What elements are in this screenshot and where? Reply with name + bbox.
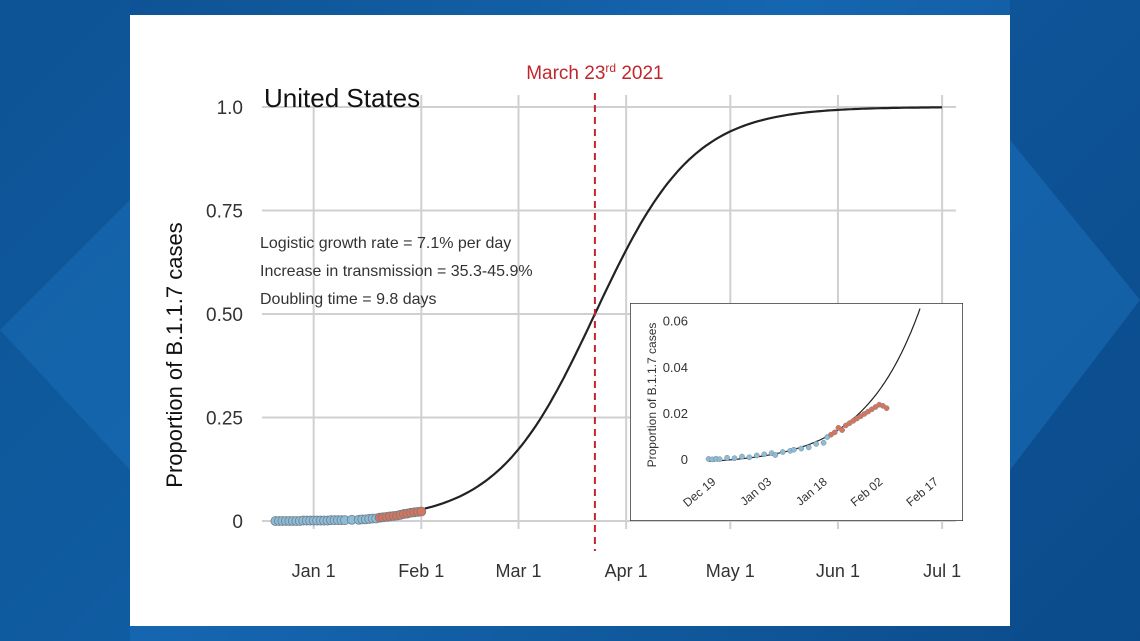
y-tick-0-75: 0.75 [206,202,243,223]
y-axis-ticks: 0 0.25 0.50 0.75 1.0 [206,98,243,533]
x-tick-mar-1: Mar 1 [496,561,542,581]
x-tick-jan-1: Jan 1 [292,561,336,581]
y-tick-0-25: 0.25 [206,409,243,430]
chart-card: March 23rd 2021 Jan 1 Feb 1 Mar 1 Apr 1 May … [130,15,1010,626]
annotation-growth-rate: Logistic growth rate = 7.1% per day [260,235,511,252]
inset-data-point-0-15 [798,445,805,452]
annotation-transmission: Increase in transmission = 35.3-45.9% [260,263,533,280]
x-tick-apr-1: Apr 1 [605,561,648,581]
y-tick-0: 0 [232,512,243,533]
inset-data-point-1-3 [839,427,845,433]
inset-data-point-0-9 [761,451,768,458]
x-tick-jun-1: Jun 1 [816,561,860,581]
logistic-curve-path [424,106,943,510]
x-tick-may-1: May 1 [706,561,755,581]
inset-y-tick-0-06: 0.06 [663,314,688,329]
data-points [270,506,427,526]
inset-data-points [705,401,890,463]
inset-y-tick-0: 0 [681,452,688,467]
x-tick-jul-1: Jul 1 [923,561,961,581]
inset-data-point-0-12 [779,449,786,455]
inset-data-point-0-17 [813,441,819,447]
inset-data-point-0-4 [724,454,730,461]
inset-data-point-0-7 [746,454,753,461]
inset-y-axis-ticks: 0 0.02 0.04 0.06 [663,314,688,467]
inset-data-point-0-16 [805,444,812,451]
annotation-doubling-time: Doubling time = 9.8 days [260,291,437,308]
logistic-curve [424,106,943,510]
inset-data-point-0-14 [791,446,797,453]
inset-data-point-0-18 [820,439,827,446]
data-point-1-12 [416,506,427,517]
inset-y-axis-label: Proportion of B.1.1.7 cases [645,323,659,468]
y-tick-0-50: 0.50 [206,305,243,326]
inset-data-point-0-3 [716,456,723,463]
x-axis-ticks: Jan 1 Feb 1 Mar 1 Apr 1 May 1 Jun 1 Jul 1 [292,561,961,581]
inset-chart: Dec 19 Jan 03 Jan 18 Feb 02 Feb 17 00.020.04… [630,303,963,521]
inset-data-point-0-6 [739,453,745,460]
x-tick-feb-1: Feb 1 [398,561,444,581]
inset-data-point-0-11 [772,452,779,458]
inset-data-point-0-8 [753,452,760,459]
inset-data-point-1-15 [883,405,890,412]
march-23-marker: March 23rd 2021 [526,61,664,551]
inset-data-point-0-5 [731,455,738,462]
inset-data-point-1-1 [831,429,838,436]
y-axis-label: Proportion of B.1.1.7 cases [162,222,187,487]
march-23-label: March 23rd 2021 [526,61,663,84]
inset-y-tick-0-02: 0.02 [663,406,688,421]
y-tick-1-0: 1.0 [217,98,243,119]
chart-title: United States [264,83,420,113]
inset-y-tick-0-04: 0.04 [663,360,688,375]
